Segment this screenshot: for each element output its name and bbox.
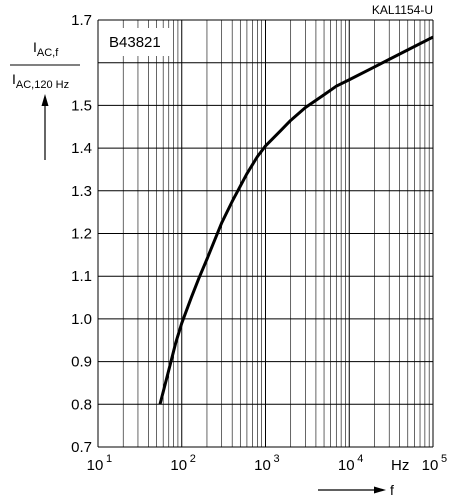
y-tick-label: 1.7 — [71, 12, 92, 29]
y-label-denominator-main: I — [12, 71, 16, 87]
y-label-denominator-sub: AC,120 Hz — [16, 79, 69, 91]
series-layer — [158, 35, 434, 405]
x-tick-label: 10 — [170, 457, 187, 474]
y-tick-labels: 0.7 0.8 0.9 1.0 1.1 1.2 1.3 1.4 1.5 1.7 — [71, 12, 92, 456]
y-tick-label: 1.0 — [71, 311, 92, 328]
y-axis-arrow-head — [41, 94, 49, 106]
grid — [97, 19, 434, 448]
y-label-denominator: IAC,120 Hz — [12, 71, 69, 91]
y-tick-label: 1.2 — [71, 226, 92, 243]
y-label-numerator-sub: AC,f — [37, 47, 59, 59]
x-unit-label: Hz — [391, 457, 409, 474]
y-tick-label: 1.4 — [71, 140, 92, 157]
x-tick-label: 10 — [422, 457, 439, 474]
y-tick-label: 1.3 — [71, 183, 92, 200]
x-axis-label: f — [390, 482, 394, 498]
x-tick-exponent: 3 — [274, 453, 280, 465]
x-tick-exponent: 2 — [190, 453, 196, 465]
y-tick-label: 1.1 — [71, 268, 92, 285]
annotation-box — [104, 28, 170, 56]
annotation-label: B43821 — [109, 34, 161, 51]
series-line — [158, 35, 434, 405]
y-tick-label: 0.8 — [71, 396, 92, 413]
figure-code: KAL1154-U — [372, 3, 433, 17]
y-label-numerator-main: I — [33, 39, 37, 55]
x-tick-exponent: 5 — [441, 453, 447, 465]
y-label-numerator: IAC,f — [33, 39, 59, 59]
x-tick-label: 10 — [338, 457, 355, 474]
x-tick-exponent: 4 — [357, 453, 363, 465]
y-tick-label: 0.7 — [71, 439, 92, 456]
x-tick-label: 10 — [254, 457, 271, 474]
x-tick-label: 10 — [87, 457, 104, 474]
x-axis-arrow-head — [374, 486, 386, 494]
y-tick-label: 1.5 — [71, 97, 92, 114]
x-tick-exponent: 1 — [106, 453, 112, 465]
y-tick-label: 0.9 — [71, 354, 92, 371]
x-tick-labels: 10 1 10 2 10 3 10 4 10 5 — [87, 453, 447, 474]
